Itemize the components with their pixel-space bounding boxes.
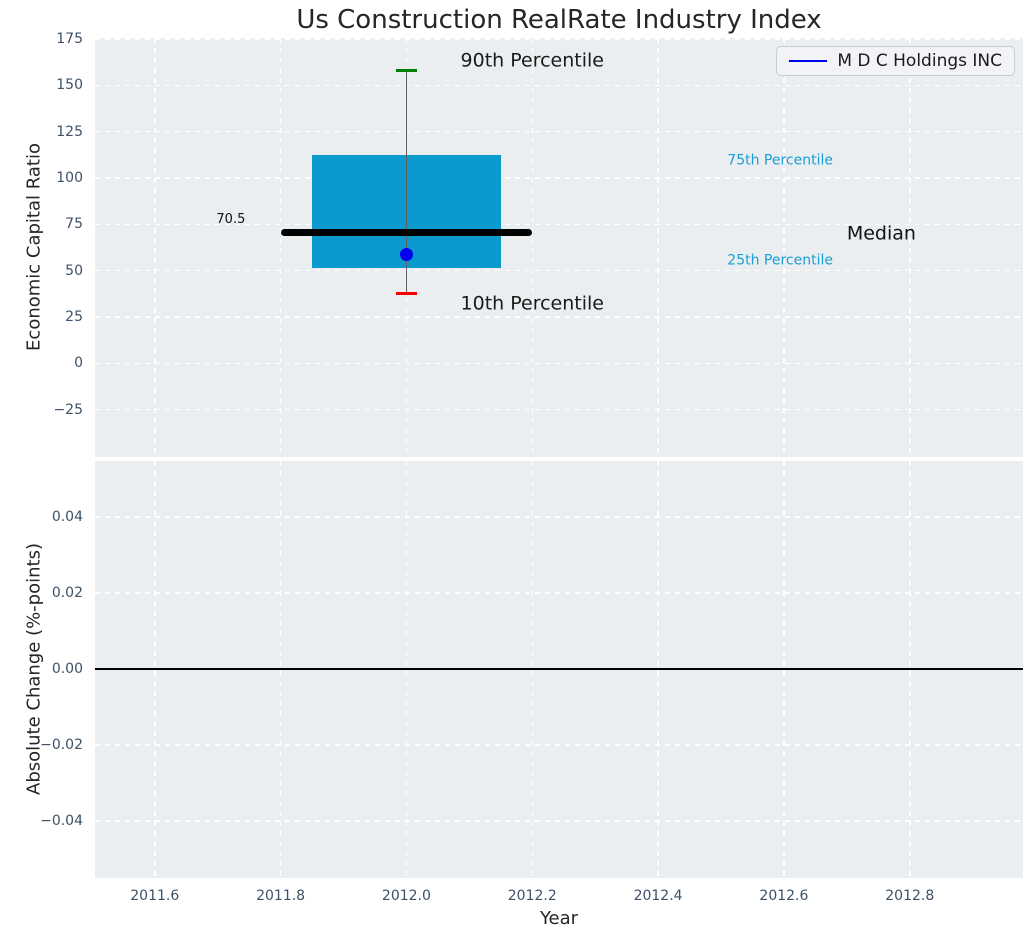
- annotation-10th-percentile: 10th Percentile: [460, 292, 604, 315]
- x-tick-label: 2012.8: [885, 888, 935, 904]
- gridline-horizontal: [95, 408, 1023, 411]
- legend-label: M D C Holdings INC: [837, 51, 1002, 71]
- x-tick-label: 2012.2: [507, 888, 557, 904]
- axes-bottom: [95, 461, 1023, 878]
- gridline-vertical: [657, 38, 659, 457]
- zero-line: [95, 667, 1023, 670]
- chart-title: Us Construction RealRate Industry Index: [296, 5, 822, 35]
- gridline-vertical: [279, 38, 282, 457]
- whisker-line: [405, 70, 408, 294]
- annotation-75th-percentile: 75th Percentile: [727, 152, 833, 169]
- y-tick-label: −0.02: [40, 736, 83, 753]
- gridline-vertical: [531, 38, 533, 457]
- y-tick-label: 0.04: [51, 508, 83, 525]
- gridline-horizontal: [95, 744, 1023, 746]
- annotation-70-5: 70.5: [216, 211, 246, 227]
- gridline-horizontal: [95, 820, 1023, 822]
- legend: M D C Holdings INC: [776, 46, 1015, 76]
- annotation-median: Median: [846, 222, 916, 245]
- y-tick-label: −0.04: [40, 812, 83, 829]
- y-tick-label: −25: [53, 401, 83, 418]
- gridline-horizontal: [95, 38, 1023, 40]
- gridline-vertical: [154, 38, 156, 457]
- y-tick-label: 150: [56, 77, 83, 94]
- xlabel-year: Year: [539, 908, 579, 929]
- whisker-cap-10th: [395, 292, 418, 296]
- legend-line-sample: [789, 59, 828, 63]
- annotation-25th-percentile: 25th Percentile: [727, 252, 833, 269]
- y-tick-label: 0.00: [51, 660, 83, 677]
- y-tick-label: 100: [56, 170, 83, 187]
- x-tick-label: 2012.4: [633, 888, 683, 904]
- y-tick-label: 25: [65, 308, 83, 325]
- gridline-horizontal: [95, 130, 1023, 133]
- gridline-vertical: [783, 38, 785, 457]
- x-tick-label: 2012.6: [759, 888, 809, 904]
- x-tick-label: 2011.8: [256, 888, 306, 904]
- y-tick-label: 0: [74, 355, 83, 372]
- gridline-horizontal: [95, 177, 1023, 179]
- gridline-horizontal: [95, 316, 1023, 318]
- gridline-horizontal: [95, 223, 1023, 226]
- gridline-horizontal: [95, 592, 1023, 594]
- axes-top: 90th Percentile 10th Percentile 75th Perce…: [95, 38, 1023, 457]
- gridline-horizontal: [95, 516, 1023, 518]
- gridline-horizontal: [95, 362, 1023, 365]
- x-tick-label: 2011.6: [130, 888, 180, 904]
- x-tick-label: 2012.0: [381, 888, 431, 904]
- median-line: [280, 229, 533, 237]
- gridline-horizontal: [95, 269, 1023, 272]
- y-tick-label: 75: [65, 216, 83, 233]
- gridline-horizontal: [95, 84, 1023, 87]
- company-dot: [399, 248, 413, 262]
- whisker-cap-90th: [395, 69, 418, 73]
- gridline-vertical: [909, 38, 911, 457]
- y-tick-label: 175: [56, 31, 83, 48]
- annotation-90th-percentile: 90th Percentile: [460, 49, 604, 72]
- y-tick-label: 0.02: [51, 584, 83, 601]
- y-tick-label: 125: [56, 123, 83, 140]
- y-tick-label: 50: [65, 262, 83, 279]
